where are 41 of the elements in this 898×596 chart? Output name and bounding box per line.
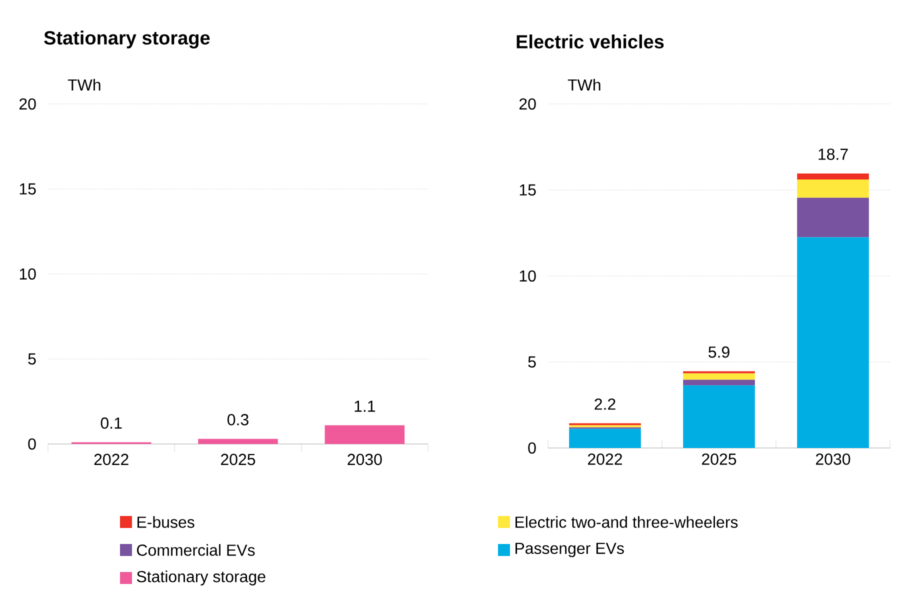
y-tick-label: 10 (520, 270, 536, 282)
y-tick-label: 20 (19, 98, 36, 110)
y-tick-label: 0 (528, 442, 536, 454)
x-tick-label: 2030 (816, 454, 850, 465)
legend-label: E-buses (138, 516, 194, 528)
bar (797, 173, 869, 180)
bar (198, 438, 278, 444)
y-tick-label: 10 (20, 268, 36, 280)
data-label: 0.3 (228, 414, 248, 426)
bar (683, 373, 755, 380)
annotation: 2.2 (594, 398, 616, 410)
x-tick-label: 2025 (221, 454, 256, 466)
bar (324, 425, 405, 444)
annotation: 18.7 (818, 148, 848, 160)
legend-label: Stationary storage (136, 570, 266, 586)
legend-label: Passenger EVs (516, 542, 624, 558)
y-axis-title: TWh (68, 78, 100, 90)
data-label: 1.1 (354, 400, 375, 412)
y-axis-title: TWh (568, 78, 600, 90)
annotation: 5.9 (708, 346, 730, 358)
y-tick-label: 20 (519, 98, 536, 110)
data-label: 0.1 (100, 417, 122, 429)
legend-label: Electric two-and three-wheelers (516, 516, 738, 528)
chart-title: Electric vehicles (516, 34, 664, 48)
bar (683, 380, 755, 386)
chart-title: Stationary storage (44, 30, 210, 48)
bar (797, 180, 869, 198)
y-tick-label: 0 (28, 438, 36, 450)
bar (683, 385, 755, 448)
x-tick-label: 2022 (588, 454, 622, 465)
x-tick-label: 2022 (94, 454, 128, 466)
x-tick-label: 2030 (348, 454, 382, 466)
y-tick-label: 5 (28, 353, 36, 365)
x-tick-label: 2025 (702, 454, 736, 465)
y-tick-label: 15 (520, 184, 536, 196)
bar (797, 237, 869, 448)
bar (569, 428, 641, 448)
y-tick-label: 15 (20, 183, 36, 195)
bar (797, 198, 869, 238)
legend-label: Commercial EVs (137, 544, 255, 556)
y-tick-label: 5 (528, 356, 536, 368)
